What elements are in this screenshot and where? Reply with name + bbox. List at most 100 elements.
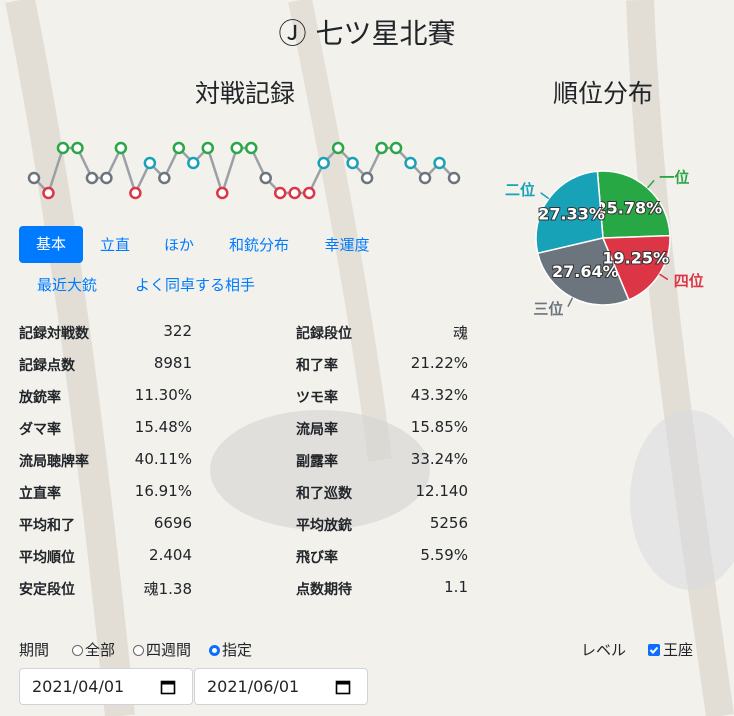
rank-point [346,156,359,170]
rank-point [389,141,403,155]
stat-label: 記録点数 [19,358,75,374]
stat-value: 2.404 [149,546,192,564]
level-label: レベル [581,641,627,659]
rank-point [317,156,330,170]
rank-point [404,156,417,170]
stat-label: 和了巡数 [296,486,352,502]
rank-point [331,141,345,155]
stat-value: 43.32% [410,386,468,404]
radio-option[interactable]: 四週間 [133,639,191,660]
section-heading: 順位分布 [552,79,654,108]
stat-value: 33.24% [410,450,468,468]
stat-label: 記録段位 [296,326,352,342]
section-heading: 対戦記録 [194,79,296,108]
rank-point [85,171,99,185]
tab[interactable]: 立直 [99,236,131,254]
date-input[interactable]: 2021/04/01 [19,668,193,705]
stat-label: 安定段位 [19,582,75,598]
rank-point [447,171,461,185]
stat-value: 6696 [153,514,192,532]
stat-label: 放銃率 [19,390,61,406]
stat-value: 1.1 [444,578,468,596]
tab[interactable]: 幸運度 [324,236,370,254]
rank-point [360,171,374,185]
stat-label: 平均放銃 [296,518,352,534]
radio-option[interactable]: 指定 [209,639,252,660]
tab[interactable]: ほか [163,236,195,254]
rank-point [27,171,41,185]
tab-active[interactable]: 基本 [19,226,83,263]
stat-label: 流局聴牌率 [19,454,89,470]
tab[interactable]: よく同卓する相手 [134,276,256,294]
stat-value: 11.30% [134,386,192,404]
stat-label: 記録対戦数 [19,326,89,342]
category-label: 四位 [674,272,704,290]
pie-slice [535,170,604,255]
value-label: 27.33% [538,205,605,224]
category-label: 二位 [505,181,535,199]
stat-value: 15.85% [410,418,468,436]
value-label: 27.64% [552,262,619,281]
category-label: 三位 [533,300,563,318]
rank-point [114,141,128,155]
stat-label: 和了率 [296,358,338,374]
rank-point [244,141,258,155]
value-label: 25.78% [595,198,662,217]
rank-point [129,186,142,200]
rank-point [288,186,301,200]
stat-label: ダマ率 [19,422,61,438]
tab[interactable]: 最近大銃 [36,276,98,294]
rank-point [433,156,446,170]
page-title: Ⓙ 七ツ星北賽 [278,17,456,50]
stat-label: ツモ率 [296,390,338,406]
rank-point [143,156,157,170]
radio-label: 全部 [85,641,116,659]
checkbox-option[interactable]: 王座 [648,639,693,660]
stat-label: 副露率 [296,454,338,470]
stat-value: 魂 [452,324,468,342]
radio-label: 四週間 [146,641,192,659]
radio-option[interactable]: 全部 [72,639,115,660]
stat-label: 平均和了 [19,518,75,534]
radio-label: 指定 [222,641,253,659]
pie-slice [596,170,671,239]
rank-point [42,186,55,200]
pie-slice [601,234,671,301]
stat-value: 12.140 [415,482,469,500]
stat-label: 点数期待 [296,582,352,598]
date-input[interactable]: 2021/06/01 [194,668,368,705]
stat-value: 15.48% [134,418,192,436]
stat-value: 5.59% [420,546,468,564]
rank-point [187,156,200,170]
stat-value: 21.22% [410,354,468,372]
rank-point [158,171,171,185]
date-value: 2021/04/01 [32,677,125,696]
rank-point [100,171,113,185]
period-label: 期間 [19,641,50,659]
stat-label: 平均順位 [19,550,75,566]
tab[interactable]: 和銃分布 [228,236,290,254]
rank-point [259,171,272,185]
leader-line [540,192,550,200]
rank-point [201,141,215,155]
stat-value: 40.11% [134,450,192,468]
rank-line [33,144,455,198]
rank-point [375,141,388,155]
leader-line [659,273,669,281]
value-label: 19.25% [602,248,669,267]
rank-point [418,171,432,185]
stat-label: 流局率 [296,422,338,438]
stat-label: 立直率 [19,486,61,502]
stat-label: 飛び率 [296,550,338,566]
stat-value: 8981 [153,354,192,372]
checkbox-label: 王座 [663,641,694,659]
rank-point [71,141,84,155]
stat-value: 魂1.38 [143,580,192,598]
rank-point [172,141,186,155]
rank-point [273,186,287,200]
rank-point [302,186,316,200]
date-value: 2021/06/01 [207,677,300,696]
